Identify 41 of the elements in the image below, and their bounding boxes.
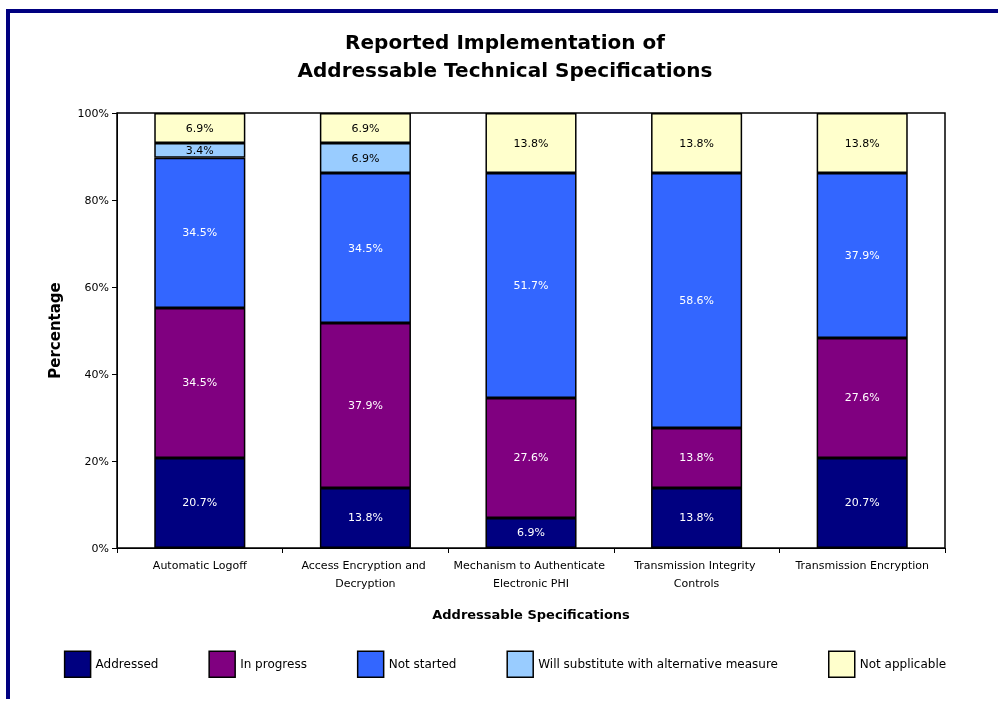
data-label: 13.8% <box>679 136 715 150</box>
data-label: 20.7% <box>182 496 218 510</box>
y-tick-label: 100% <box>77 106 109 120</box>
y-tick-label: 80% <box>84 193 109 207</box>
data-label: 6.9% <box>351 121 380 135</box>
data-label: 37.9% <box>844 248 880 262</box>
data-label: 34.5% <box>347 241 383 255</box>
chart-title: Reported Implementation of Addressable Technical Specifications <box>297 30 713 82</box>
data-label: 13.8% <box>513 136 549 150</box>
legend-label: Addressed <box>95 657 159 672</box>
x-tick-label: Access Encryption and Decryption <box>301 558 430 590</box>
data-label: 34.5% <box>182 376 218 390</box>
x-tick-label: Transmission Encryption <box>794 558 930 572</box>
data-label: 6.9% <box>351 151 380 165</box>
data-label: 6.9% <box>517 526 545 540</box>
data-label: 13.8% <box>679 511 715 525</box>
data-label: 6.9% <box>185 121 214 135</box>
y-tick-label: 0% <box>91 541 109 555</box>
data-label: 13.8% <box>347 511 383 525</box>
x-tick-label: Automatic Logoff <box>152 558 248 572</box>
y-tick-label: 40% <box>84 367 109 381</box>
data-label: 51.7% <box>513 278 549 292</box>
data-label: 13.8% <box>844 136 880 150</box>
y-axis-title: Percentage <box>45 282 64 379</box>
data-label: 34.5% <box>182 226 218 240</box>
x-axis-title: Addressable Specifications <box>432 607 631 622</box>
data-label: 37.9% <box>347 399 383 413</box>
x-tick-label: Transmission Integrity Controls <box>633 558 759 590</box>
data-label: 13.8% <box>679 451 715 465</box>
data-label: 20.7% <box>844 496 880 510</box>
x-tick-label: Mechanism to Authenticate Electronic PHI <box>453 558 609 590</box>
legend-label: Will substitute with alternative measure <box>538 657 779 672</box>
legend-label: Not applicable <box>859 657 947 672</box>
legend-label: In progress <box>240 657 307 672</box>
legend-label: Not started <box>388 657 457 672</box>
data-label: 27.6% <box>513 451 549 465</box>
data-label: 27.6% <box>844 391 880 405</box>
y-tick-label: 20% <box>84 454 109 468</box>
y-tick-label: 60% <box>84 280 109 294</box>
data-label: 58.6% <box>679 293 715 307</box>
data-label: 3.4% <box>185 143 214 157</box>
